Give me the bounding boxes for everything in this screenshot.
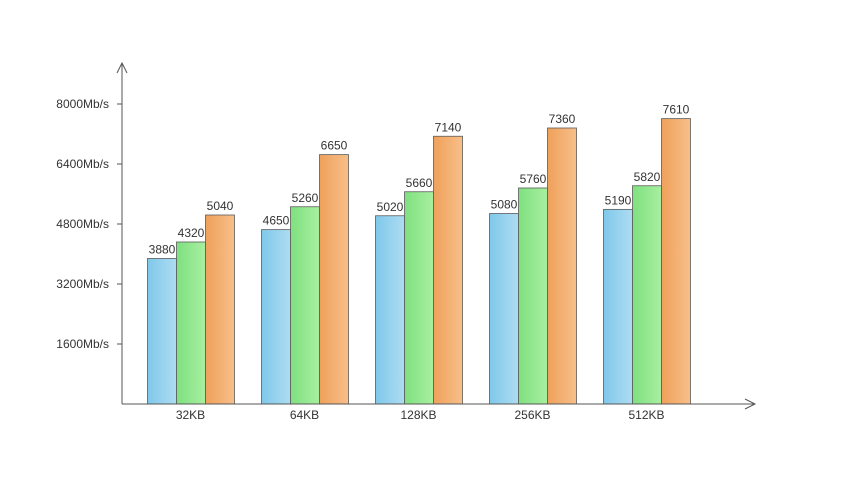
bar-series-3-32KB xyxy=(205,214,235,405)
bar-series-2-128KB xyxy=(404,191,434,405)
bars-layer xyxy=(147,118,691,405)
data-label: 7140 xyxy=(435,120,462,134)
y-tick-label: 6400Mb/s xyxy=(56,157,109,171)
axes-layer xyxy=(116,61,757,410)
data-label: 5080 xyxy=(491,198,518,212)
bar-series-2-256KB xyxy=(518,187,548,405)
data-label: 5260 xyxy=(292,191,319,205)
y-ticks-layer: 1600Mb/s 3200Mb/s 4800Mb/s 6400Mb/s 8000Mb/s xyxy=(56,97,122,351)
bar-series-3-64KB xyxy=(319,154,349,405)
data-label: 5190 xyxy=(605,193,632,207)
bar-series-1-128KB xyxy=(375,215,405,405)
data-label: 7360 xyxy=(549,112,576,126)
x-category-label: 256KB xyxy=(514,408,550,422)
data-label: 4320 xyxy=(178,226,205,240)
y-axis-arrow xyxy=(116,61,128,74)
bar-series-1-64KB xyxy=(261,229,291,405)
y-tick-label: 3200Mb/s xyxy=(56,277,109,291)
data-label: 6650 xyxy=(321,139,348,153)
y-tick-label: 4800Mb/s xyxy=(56,217,109,231)
data-label: 3880 xyxy=(149,243,176,257)
data-label: 5020 xyxy=(377,200,404,214)
y-tick-label: 1600Mb/s xyxy=(56,337,109,351)
bar-series-1-32KB xyxy=(147,258,177,405)
bar-series-3-512KB xyxy=(661,118,691,405)
data-label: 5040 xyxy=(207,199,234,213)
data-label: 4650 xyxy=(263,214,290,228)
x-category-label: 512KB xyxy=(628,408,664,422)
bar-series-3-128KB xyxy=(433,135,463,405)
data-label: 7610 xyxy=(663,103,690,117)
bar-series-1-256KB xyxy=(489,213,519,405)
x-category-label: 64KB xyxy=(290,408,319,422)
bar-series-3-256KB xyxy=(547,127,577,405)
data-label: 5660 xyxy=(406,176,433,190)
bar-series-1-512KB xyxy=(603,208,633,405)
x-axis-arrow xyxy=(744,398,757,410)
data-label: 5760 xyxy=(520,172,547,186)
bar-series-2-32KB xyxy=(176,241,206,405)
bar-series-2-64KB xyxy=(290,206,320,405)
data-label: 5820 xyxy=(634,170,661,184)
x-category-label: 128KB xyxy=(400,408,436,422)
y-tick-label: 8000Mb/s xyxy=(56,97,109,111)
x-category-label: 32KB xyxy=(176,408,205,422)
bar-series-2-512KB xyxy=(632,185,662,405)
x-categories-layer: 32KB 64KB 128KB 256KB 512KB xyxy=(176,408,665,422)
